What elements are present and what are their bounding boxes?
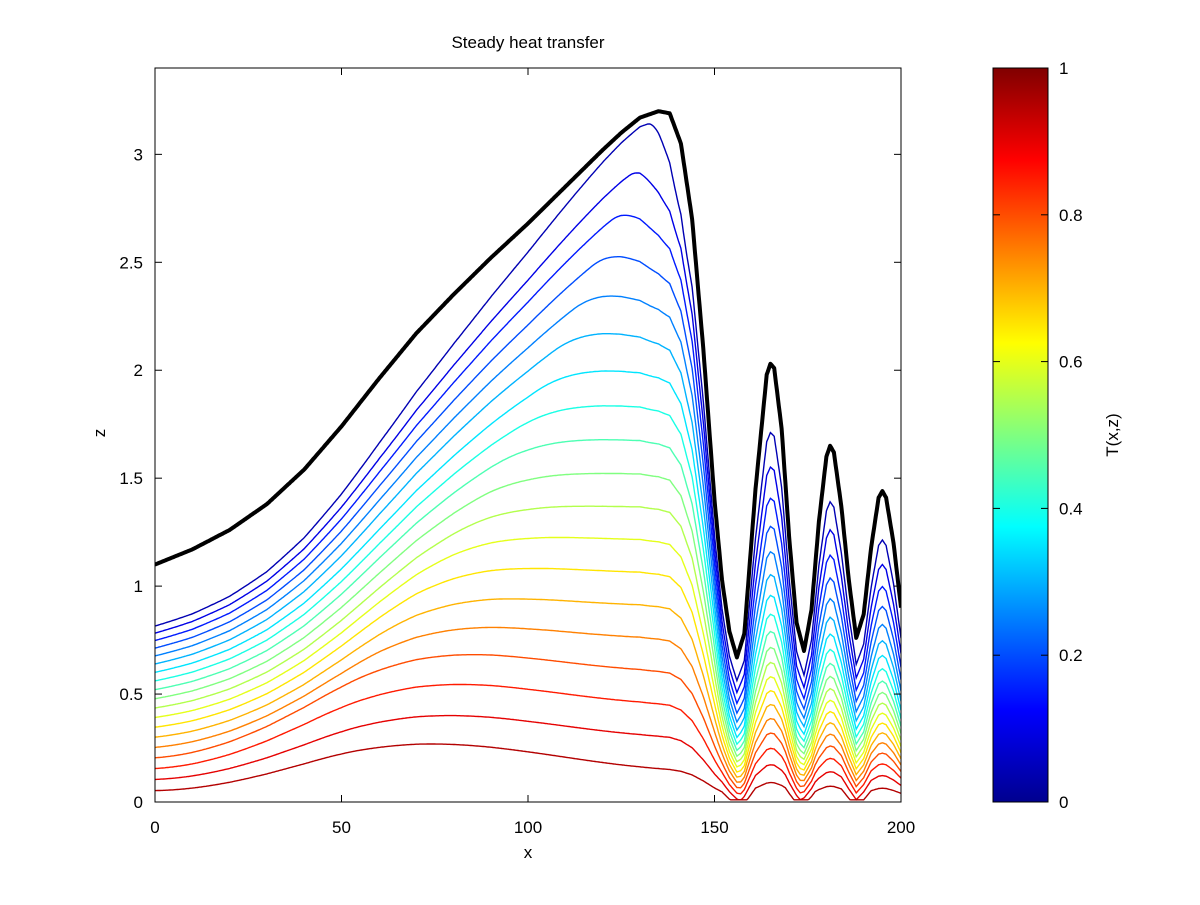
colorbar-tick-label: 0	[1059, 793, 1068, 812]
colorbar-tick-label: 0.6	[1059, 353, 1083, 372]
colorbar-ticks: 0 0.2 0.4 0.6 0.8 1	[993, 59, 1083, 812]
x-tick-label: 200	[887, 818, 915, 837]
boundary-layer	[155, 109, 901, 660]
y-tick-label: 0	[134, 793, 143, 812]
isotherm-line	[155, 714, 901, 801]
colorbar-tick-label: 0.8	[1059, 206, 1083, 225]
x-tick-label: 150	[700, 818, 728, 837]
x-axis-label: x	[524, 843, 533, 862]
y-axis-ticks: 0 0.5 1 1.5 2 2.5 3	[119, 145, 901, 812]
isotherm-line	[155, 439, 901, 752]
y-tick-label: 1	[134, 577, 143, 596]
isotherm-line	[155, 536, 901, 768]
isotherm-line	[155, 370, 901, 739]
x-tick-label: 50	[332, 818, 351, 837]
colorbar-tick-label: 0.2	[1059, 646, 1083, 665]
surface-boundary-line	[155, 109, 901, 660]
isotherm-line	[155, 123, 901, 683]
x-axis-ticks: 0 50 100 150 200	[150, 68, 915, 837]
isotherm-line	[155, 405, 901, 746]
x-tick-label: 100	[514, 818, 542, 837]
y-tick-label: 2.5	[119, 253, 143, 272]
colorbar-frame	[992, 67, 1049, 803]
y-tick-label: 2	[134, 361, 143, 380]
isotherm-line	[155, 256, 901, 715]
isotherm-line	[155, 626, 901, 783]
isotherm-line	[155, 567, 901, 773]
y-tick-label: 3	[134, 145, 143, 164]
y-tick-label: 0.5	[119, 685, 143, 704]
isotherm-line	[155, 654, 901, 789]
x-tick-label: 0	[150, 818, 159, 837]
colorbar-gradient	[993, 68, 1048, 802]
chart-title: Steady heat transfer	[451, 33, 604, 52]
isotherm-line	[155, 333, 901, 732]
isotherm-line	[155, 214, 901, 706]
y-axis-label: z	[90, 429, 109, 438]
colorbar-tick-label: 1	[1059, 59, 1068, 78]
y-tick-label: 1.5	[119, 469, 143, 488]
isotherm-line	[155, 505, 901, 763]
isotherm-line	[155, 743, 901, 801]
isotherm-lines	[155, 123, 901, 801]
colorbar-tick-label: 0.4	[1059, 499, 1083, 518]
colorbar-label: T(x,z)	[1103, 413, 1122, 456]
isotherm-line	[155, 172, 901, 695]
isotherm-line	[155, 683, 901, 795]
isotherm-line	[155, 295, 901, 724]
isotherm-line	[155, 472, 901, 758]
isotherm-line	[155, 598, 901, 778]
